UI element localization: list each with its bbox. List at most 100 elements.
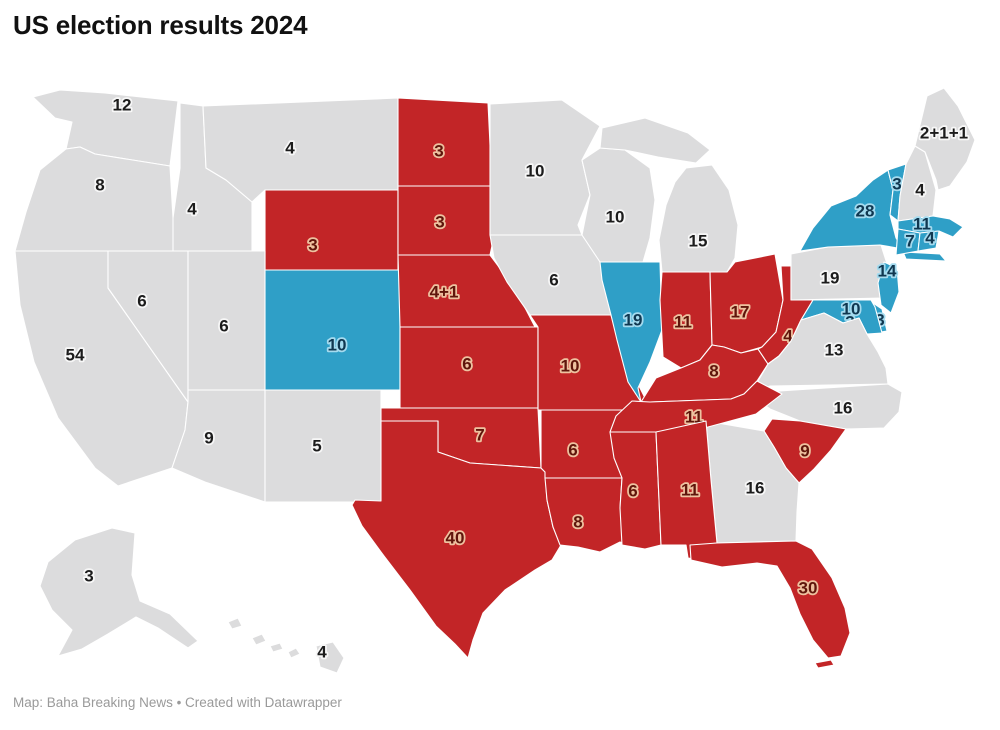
- state-OH: 17: [709, 253, 784, 354]
- state-WY-votes-label: 3: [308, 236, 317, 255]
- state-AZ: 9: [171, 389, 266, 503]
- state-ME-votes-label: 2+1+1: [920, 124, 968, 143]
- state-CO-votes-label: 10: [328, 336, 347, 355]
- state-FL-shape[interactable]: [689, 540, 851, 659]
- state-GA-votes-label: 16: [746, 479, 765, 498]
- state-HI-shape[interactable]: [269, 642, 284, 653]
- state-ME-shape[interactable]: [914, 87, 976, 191]
- state-CO-shape[interactable]: [264, 269, 401, 391]
- state-NV-votes-label: 6: [137, 292, 146, 311]
- state-NJ-votes-label: 14: [878, 262, 897, 281]
- state-WY: 3: [264, 189, 399, 271]
- state-OK-votes-label: 7: [475, 426, 484, 445]
- state-ND-shape[interactable]: [397, 97, 493, 187]
- state-NY: 28: [799, 169, 947, 262]
- state-NM: 5: [264, 389, 382, 503]
- state-MN: 10: [489, 99, 601, 236]
- state-TX: 40: [351, 420, 562, 659]
- state-IL-votes-label: 19: [624, 311, 643, 330]
- state-HI-shape[interactable]: [251, 633, 267, 646]
- state-WI-shape[interactable]: [581, 147, 656, 263]
- state-MS-votes-label: 6: [628, 482, 637, 501]
- state-WI: 10: [581, 147, 656, 263]
- state-HI: 4: [227, 617, 345, 674]
- state-IN-votes-label: 11: [674, 313, 692, 332]
- state-GA: 16: [705, 420, 800, 544]
- state-FL-shape[interactable]: [814, 659, 835, 669]
- state-ND-votes-label: 3: [434, 142, 443, 161]
- state-OR-votes-label: 8: [95, 176, 104, 195]
- state-VT-votes-label: 3: [892, 175, 901, 194]
- state-NM-shape[interactable]: [264, 389, 382, 503]
- state-ID-votes-label: 4: [187, 200, 197, 219]
- state-AK-votes-label: 3: [84, 567, 93, 586]
- state-NH: 4: [897, 145, 937, 222]
- state-IA-votes-label: 6: [549, 271, 558, 290]
- state-NJ-shape[interactable]: [877, 261, 900, 314]
- attribution: Map: Baha Breaking News • Created with D…: [13, 695, 342, 710]
- state-AK-shape[interactable]: [39, 527, 199, 657]
- state-NC: 16: [747, 383, 903, 430]
- state-MD-votes-label: 10: [842, 300, 861, 319]
- state-AL: 11: [655, 420, 718, 561]
- page-title: US election results 2024: [13, 10, 308, 40]
- state-RI-votes-label: 4: [925, 229, 935, 248]
- state-AK: 3: [39, 527, 199, 657]
- state-CO: 10: [264, 269, 401, 391]
- state-NC-shape[interactable]: [747, 383, 903, 430]
- state-MI-shape[interactable]: [599, 117, 711, 164]
- state-MI: 15: [599, 117, 739, 273]
- state-HI-votes-label: 4: [317, 643, 327, 662]
- state-IL: 19: [599, 261, 663, 403]
- state-HI-shape[interactable]: [315, 641, 345, 674]
- state-WA: 12: [32, 89, 179, 167]
- state-NJ: 14: [876, 260, 900, 314]
- state-HI-shape[interactable]: [227, 617, 243, 630]
- state-TX-votes-label: 40: [446, 529, 465, 548]
- state-TX-shape[interactable]: [351, 420, 562, 659]
- state-RI: 4: [917, 227, 940, 252]
- state-SC: 9: [763, 418, 847, 484]
- state-NH-votes-label: 4: [915, 181, 925, 200]
- state-AZ-votes-label: 9: [204, 429, 213, 448]
- state-NE: 4+1: [397, 254, 536, 328]
- state-NE-votes-label: 4+1: [430, 283, 459, 302]
- state-NY-shape[interactable]: [902, 251, 947, 262]
- state-CT-votes-label: 7: [905, 232, 914, 251]
- state-CA-votes-label: 54: [66, 346, 85, 365]
- state-MN-votes-label: 10: [526, 162, 545, 181]
- state-RI-shape[interactable]: [917, 230, 940, 252]
- state-NY-shape[interactable]: [799, 169, 904, 252]
- state-KS: 6: [399, 326, 539, 409]
- state-UT-votes-label: 6: [219, 317, 228, 336]
- state-KS-votes-label: 6: [462, 355, 471, 374]
- state-IN: 11: [659, 271, 713, 369]
- state-WY-shape[interactable]: [264, 189, 399, 271]
- state-TN-shape[interactable]: [609, 380, 783, 433]
- state-MT: 4: [202, 97, 399, 203]
- state-MI-votes-label: 15: [689, 232, 708, 251]
- state-SC-votes-label: 9: [800, 442, 809, 461]
- state-VA-votes-label: 13: [825, 341, 844, 360]
- state-HI-shape[interactable]: [287, 647, 301, 659]
- state-ME: 2+1+1: [914, 87, 976, 191]
- state-ID: 4: [172, 102, 253, 252]
- state-WI-votes-label: 10: [606, 208, 625, 227]
- state-NM-votes-label: 5: [312, 437, 321, 456]
- state-PA-shape[interactable]: [790, 244, 890, 301]
- state-OH-votes-label: 17: [731, 303, 750, 322]
- state-WA-votes-label: 12: [113, 96, 132, 115]
- state-NV: 6: [107, 250, 189, 403]
- state-WA-shape[interactable]: [32, 89, 179, 167]
- state-FL: 30: [689, 540, 851, 669]
- state-SD-shape[interactable]: [397, 185, 496, 256]
- state-NC-votes-label: 16: [834, 399, 853, 418]
- state-AL-votes-label: 11: [681, 481, 699, 500]
- state-LA-votes-label: 8: [573, 513, 582, 532]
- state-IL-shape[interactable]: [599, 261, 663, 403]
- state-FL-votes-label: 30: [799, 579, 818, 598]
- state-ND: 3: [397, 97, 493, 187]
- state-MI-shape[interactable]: [658, 164, 739, 273]
